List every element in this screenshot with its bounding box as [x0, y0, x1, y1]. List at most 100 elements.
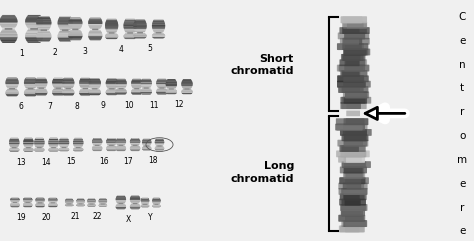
FancyBboxPatch shape: [24, 146, 33, 147]
FancyBboxPatch shape: [116, 199, 126, 200]
FancyBboxPatch shape: [88, 23, 102, 24]
Text: e: e: [459, 36, 465, 46]
FancyBboxPatch shape: [53, 89, 64, 90]
FancyBboxPatch shape: [344, 140, 368, 147]
FancyBboxPatch shape: [26, 95, 36, 96]
FancyBboxPatch shape: [92, 140, 102, 141]
FancyBboxPatch shape: [10, 204, 19, 205]
FancyBboxPatch shape: [125, 38, 136, 39]
FancyBboxPatch shape: [134, 24, 146, 26]
FancyBboxPatch shape: [89, 82, 101, 83]
FancyBboxPatch shape: [107, 149, 116, 150]
FancyBboxPatch shape: [158, 79, 166, 80]
FancyBboxPatch shape: [48, 150, 59, 151]
FancyBboxPatch shape: [182, 90, 192, 91]
FancyBboxPatch shape: [153, 199, 160, 200]
FancyBboxPatch shape: [343, 27, 370, 34]
FancyBboxPatch shape: [153, 37, 164, 38]
FancyBboxPatch shape: [116, 147, 126, 148]
FancyBboxPatch shape: [106, 92, 118, 93]
FancyBboxPatch shape: [48, 141, 59, 142]
FancyBboxPatch shape: [118, 203, 123, 204]
FancyBboxPatch shape: [2, 42, 15, 43]
FancyBboxPatch shape: [23, 205, 32, 206]
FancyBboxPatch shape: [135, 33, 145, 34]
FancyBboxPatch shape: [134, 26, 146, 27]
FancyBboxPatch shape: [24, 80, 37, 81]
FancyBboxPatch shape: [6, 90, 18, 91]
FancyBboxPatch shape: [23, 206, 32, 207]
FancyBboxPatch shape: [9, 150, 19, 151]
FancyBboxPatch shape: [23, 144, 34, 145]
FancyBboxPatch shape: [155, 149, 164, 150]
FancyBboxPatch shape: [182, 82, 192, 83]
FancyBboxPatch shape: [10, 205, 19, 206]
FancyBboxPatch shape: [89, 32, 102, 33]
FancyBboxPatch shape: [342, 22, 364, 29]
FancyBboxPatch shape: [99, 201, 107, 202]
FancyBboxPatch shape: [108, 89, 116, 90]
FancyBboxPatch shape: [166, 83, 177, 84]
FancyBboxPatch shape: [93, 138, 101, 139]
FancyBboxPatch shape: [131, 196, 139, 197]
FancyBboxPatch shape: [152, 34, 165, 35]
FancyBboxPatch shape: [90, 87, 100, 88]
FancyBboxPatch shape: [116, 81, 127, 82]
FancyBboxPatch shape: [13, 202, 17, 203]
FancyBboxPatch shape: [141, 93, 152, 94]
FancyBboxPatch shape: [130, 146, 140, 147]
FancyBboxPatch shape: [100, 203, 106, 204]
FancyBboxPatch shape: [79, 81, 91, 82]
FancyBboxPatch shape: [142, 203, 148, 204]
FancyBboxPatch shape: [48, 142, 59, 143]
FancyBboxPatch shape: [105, 37, 118, 38]
FancyBboxPatch shape: [48, 205, 57, 206]
FancyBboxPatch shape: [60, 16, 71, 17]
FancyBboxPatch shape: [132, 90, 142, 91]
FancyBboxPatch shape: [106, 34, 118, 35]
FancyBboxPatch shape: [36, 199, 45, 200]
FancyBboxPatch shape: [342, 70, 360, 77]
FancyBboxPatch shape: [36, 94, 46, 95]
FancyBboxPatch shape: [89, 84, 101, 85]
FancyBboxPatch shape: [6, 92, 18, 93]
FancyBboxPatch shape: [79, 92, 91, 93]
FancyBboxPatch shape: [337, 65, 363, 72]
FancyBboxPatch shape: [166, 85, 177, 86]
FancyBboxPatch shape: [107, 87, 117, 88]
FancyBboxPatch shape: [89, 20, 102, 21]
FancyBboxPatch shape: [156, 150, 163, 151]
FancyBboxPatch shape: [73, 150, 83, 151]
FancyBboxPatch shape: [116, 90, 127, 91]
FancyBboxPatch shape: [36, 36, 51, 37]
FancyBboxPatch shape: [117, 87, 126, 88]
FancyBboxPatch shape: [155, 147, 164, 148]
FancyBboxPatch shape: [117, 195, 125, 196]
FancyBboxPatch shape: [26, 87, 36, 88]
FancyBboxPatch shape: [134, 34, 146, 35]
FancyBboxPatch shape: [8, 96, 17, 97]
FancyBboxPatch shape: [135, 33, 146, 34]
FancyBboxPatch shape: [76, 201, 85, 202]
FancyBboxPatch shape: [132, 93, 142, 94]
FancyBboxPatch shape: [9, 149, 19, 150]
FancyBboxPatch shape: [126, 19, 135, 20]
FancyBboxPatch shape: [0, 36, 18, 37]
FancyBboxPatch shape: [142, 142, 151, 143]
FancyBboxPatch shape: [78, 203, 83, 204]
FancyBboxPatch shape: [106, 80, 118, 81]
FancyBboxPatch shape: [117, 150, 125, 151]
FancyBboxPatch shape: [130, 199, 140, 200]
FancyBboxPatch shape: [1, 40, 16, 42]
FancyBboxPatch shape: [69, 20, 82, 21]
FancyBboxPatch shape: [116, 207, 126, 208]
FancyBboxPatch shape: [48, 150, 59, 151]
FancyBboxPatch shape: [141, 92, 152, 93]
FancyBboxPatch shape: [116, 86, 126, 87]
FancyBboxPatch shape: [0, 33, 17, 34]
FancyBboxPatch shape: [88, 204, 95, 205]
FancyBboxPatch shape: [49, 150, 58, 151]
FancyBboxPatch shape: [6, 82, 18, 83]
FancyBboxPatch shape: [346, 156, 365, 163]
FancyBboxPatch shape: [124, 27, 137, 29]
